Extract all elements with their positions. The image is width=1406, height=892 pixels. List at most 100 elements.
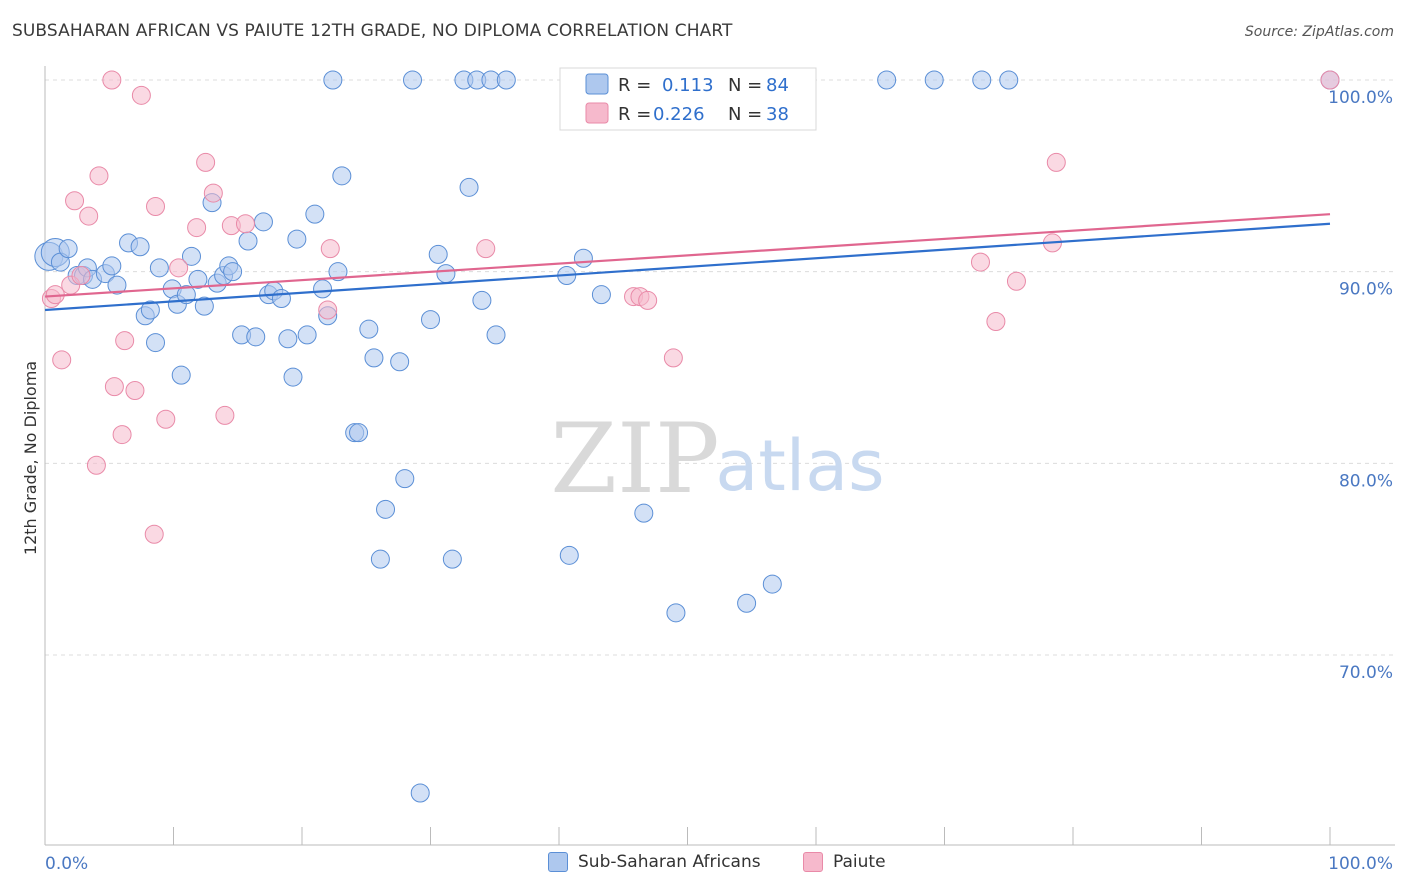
data-point — [1046, 152, 1066, 172]
data-point — [131, 85, 151, 105]
legend-label-sub-saharan-africans: Sub-Saharan Africans — [578, 852, 761, 872]
data-point — [328, 262, 348, 282]
legend-swatch-blue — [585, 73, 609, 95]
data-point — [559, 545, 579, 565]
data-point — [194, 296, 214, 316]
data-point — [140, 300, 160, 320]
data-point — [472, 290, 492, 310]
data-point — [762, 574, 782, 594]
legend-n-label-1: N = — [728, 75, 762, 96]
data-point — [187, 218, 207, 238]
data-point — [287, 229, 307, 249]
data-point — [171, 365, 191, 385]
data-point — [278, 329, 298, 349]
data-point — [71, 266, 91, 285]
trend-line-paiute — [44, 213, 1331, 298]
data-point — [203, 183, 223, 203]
data-point — [459, 177, 479, 197]
data-point — [573, 248, 593, 268]
data-point — [115, 331, 135, 351]
legend-swatch-pink — [585, 102, 609, 124]
data-point — [102, 256, 122, 276]
data-point — [395, 469, 415, 489]
data-point — [246, 327, 266, 347]
legend-r-value-1: 0.113 — [662, 75, 714, 96]
data-point — [297, 325, 317, 345]
data-point — [666, 603, 686, 623]
series-legend: Sub-Saharan Africans Paiute — [0, 852, 1406, 878]
data-point — [196, 152, 216, 172]
data-point — [65, 191, 85, 211]
watermark-zip: ZIP — [550, 403, 719, 515]
data-point — [638, 290, 658, 310]
legend-r-label-2: R = — [618, 104, 651, 125]
series-paiute-points — [41, 70, 1340, 544]
data-point — [1320, 70, 1340, 90]
data-point — [104, 377, 124, 397]
data-point — [146, 333, 166, 353]
legend-swatch-paiute — [803, 852, 823, 872]
y-tick-label: 80.0% — [1339, 471, 1393, 491]
legend-n-value-2: 38 — [766, 104, 789, 125]
data-point — [156, 409, 176, 429]
data-point — [102, 70, 122, 90]
data-point — [215, 405, 235, 425]
data-point — [188, 269, 208, 289]
data-point — [107, 275, 127, 295]
data-point — [238, 231, 258, 251]
data-point — [877, 70, 897, 90]
x-tick-label: 0.0% — [45, 854, 88, 874]
data-point — [169, 258, 189, 278]
data-point — [476, 239, 496, 259]
data-point — [486, 325, 506, 345]
source-label: Source: ZipAtlas.com — [1244, 24, 1394, 40]
data-point — [663, 348, 683, 368]
data-point — [235, 214, 255, 234]
data-point — [390, 352, 410, 372]
data-point — [986, 312, 1006, 331]
watermark-atlas: atlas — [715, 425, 884, 507]
legend-item-sub-saharan-africans: Sub-Saharan Africans — [548, 852, 761, 872]
data-point — [737, 593, 757, 613]
data-point — [364, 348, 384, 368]
data-point — [181, 246, 201, 266]
trend-line-sub-saharan-africans — [44, 222, 1331, 312]
watermark: ZIP atlas — [550, 403, 884, 515]
legend-r-label-1: R = — [618, 75, 651, 96]
y-tick-label: 100.0% — [1328, 88, 1393, 108]
data-point — [972, 70, 992, 90]
data-point — [79, 206, 99, 226]
data-point — [323, 70, 343, 90]
data-point — [112, 425, 132, 445]
data-point — [320, 239, 340, 259]
data-point — [125, 381, 145, 400]
data-point — [403, 70, 423, 90]
y-tick-label: 70.0% — [1339, 663, 1393, 683]
data-point — [970, 252, 990, 272]
data-point — [223, 262, 243, 282]
correlation-legend: R = 0.113 N = 84 R = 0.226 N = 38 — [559, 67, 817, 131]
data-point — [271, 289, 291, 308]
data-point — [144, 524, 164, 544]
data-point — [1006, 271, 1026, 291]
data-point — [376, 499, 396, 519]
data-point — [349, 423, 369, 443]
data-point — [421, 310, 440, 330]
x-tick-label: 100.0% — [1328, 854, 1393, 874]
trend-lines — [44, 213, 1331, 312]
data-point — [410, 783, 430, 803]
data-point — [305, 204, 325, 224]
y-axis-title: 12th Grade, No Diploma — [21, 361, 40, 555]
data-point — [89, 166, 109, 186]
data-point — [370, 549, 390, 569]
data-point — [86, 455, 106, 475]
data-point — [924, 70, 944, 90]
y-tick-labels: 70.0% 80.0% 90.0% 100.0% — [1328, 88, 1393, 683]
data-point — [149, 258, 169, 278]
legend-label-paiute: Paiute — [833, 852, 886, 872]
data-point — [436, 264, 456, 284]
data-point — [496, 70, 516, 90]
data-point — [52, 350, 72, 370]
legend-n-value-1: 84 — [766, 75, 789, 96]
legend-n-label-2: N = — [728, 104, 762, 125]
